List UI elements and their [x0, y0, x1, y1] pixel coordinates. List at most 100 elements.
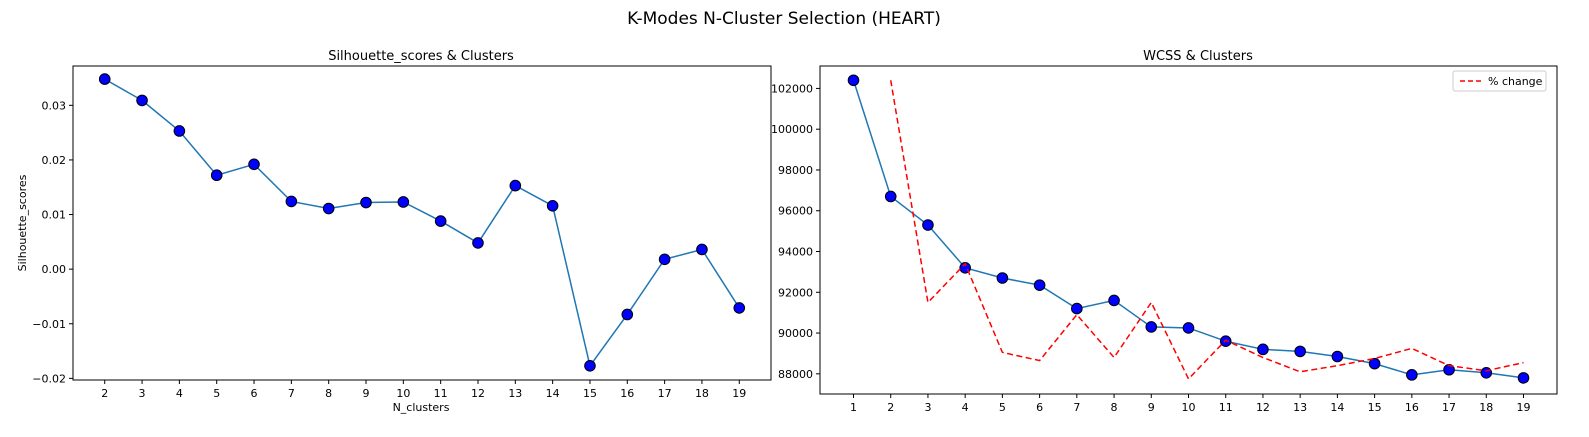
- wcss-data-point: [1480, 366, 1493, 379]
- wcss-data-point: [1517, 372, 1530, 384]
- silhouette-data-point: [434, 215, 447, 227]
- wcss-data-point: [1443, 363, 1455, 376]
- wcss-x-tick-label: 12: [1256, 401, 1270, 414]
- wcss-series-line-1: [889, 80, 1524, 381]
- silhouette-data-point: [658, 253, 671, 266]
- silhouette-x-tick-label: 7: [288, 387, 295, 400]
- silhouette-x-tick-label: 12: [471, 387, 485, 400]
- wcss-x-tick-label: 4: [962, 401, 969, 414]
- wcss-plot-frame: [819, 65, 1558, 395]
- silhouette-data-point: [360, 196, 372, 209]
- silhouette-x-tick-label: 5: [213, 387, 220, 400]
- wcss-data-point: [1294, 345, 1306, 358]
- silhouette-data-point: [248, 158, 260, 171]
- wcss-x-tick-label: 6: [1036, 401, 1043, 414]
- silhouette-x-tick-label: 17: [658, 387, 672, 400]
- silhouette-data-point: [584, 360, 596, 372]
- legend-box: [1452, 70, 1547, 92]
- silhouette-x-tick-label: 16: [620, 387, 634, 400]
- wcss-x-tick-label: 1: [850, 401, 857, 414]
- wcss-x-tick-label: 11: [1219, 401, 1233, 414]
- silhouette-data-point: [472, 237, 484, 249]
- silhouette-data-point: [546, 199, 559, 212]
- silhouette-x-tick-label: 18: [695, 387, 709, 400]
- figure-suptitle: K-Modes N-Cluster Selection (HEART): [627, 9, 941, 29]
- wcss-chart: WCSS & Clusters 1 2 3 4 5 6 7 8 9 10 11 12 13 14 15 16 1…: [771, 49, 1558, 414]
- silhouette-y-tick-label: 0.02: [42, 154, 67, 167]
- wcss-data-point: [922, 219, 934, 231]
- wcss-data-point: [1368, 357, 1381, 370]
- wcss-y-tick-label: 96000: [778, 205, 813, 218]
- wcss-chart-title: WCSS & Clusters: [1143, 49, 1253, 64]
- silhouette-data-point: [621, 308, 634, 321]
- silhouette-data-point: [733, 302, 746, 314]
- silhouette-x-tick-label: 4: [176, 387, 183, 400]
- wcss-x-tick-label: 2: [887, 401, 894, 414]
- legend: % change: [1452, 70, 1547, 92]
- silhouette-y-tick-label: 0.01: [42, 209, 67, 222]
- silhouette-x-tick-label: 13: [508, 387, 522, 400]
- silhouette-x-tick-label: 2: [101, 387, 108, 400]
- silhouette-y-tick-label: 0.03: [42, 99, 67, 112]
- wcss-data-point: [1257, 343, 1269, 356]
- silhouette-x-tick-label: 15: [583, 387, 597, 400]
- wcss-y-tick-label: 90000: [778, 327, 813, 340]
- wcss-data-point: [1406, 369, 1418, 381]
- silhouette-chart: Silhouette_scores & Clusters N_clusters …: [16, 49, 772, 414]
- silhouette-y-tick-label: −0.02: [32, 372, 66, 385]
- silhouette-data-point: [285, 195, 298, 208]
- silhouette-x-tick-label: 11: [434, 387, 448, 400]
- silhouette-x-tick-label: 9: [363, 387, 370, 400]
- wcss-data-point: [1182, 322, 1195, 334]
- silhouette-data-point: [397, 196, 410, 208]
- silhouette-x-tick-label: 3: [139, 387, 146, 400]
- wcss-y-tick-label: 98000: [778, 164, 813, 177]
- silhouette-y-axis-label: Silhouette_scores: [16, 174, 29, 271]
- wcss-x-tick-label: 8: [1111, 401, 1118, 414]
- silhouette-data-point: [696, 243, 708, 256]
- silhouette-data-point: [98, 73, 111, 85]
- silhouette-x-axis-label: N_clusters: [393, 401, 450, 414]
- wcss-data-point: [1108, 294, 1120, 307]
- wcss-data-point: [1033, 279, 1046, 291]
- silhouette-x-tick-label: 10: [396, 387, 410, 400]
- wcss-data-point: [1071, 302, 1083, 315]
- wcss-x-tick-label: 9: [1148, 401, 1155, 414]
- wcss-data-point: [847, 74, 860, 87]
- wcss-y-tick-label: 102000: [771, 82, 813, 95]
- silhouette-data-point: [173, 125, 186, 137]
- silhouette-data-point: [210, 169, 223, 182]
- wcss-data-point: [1331, 350, 1344, 363]
- wcss-y-tick-label: 94000: [778, 246, 813, 259]
- legend-label-pct-change: % change: [1488, 75, 1543, 88]
- wcss-x-tick-label: 3: [924, 401, 931, 414]
- silhouette-data-point: [322, 202, 335, 215]
- wcss-x-tick-label: 13: [1293, 401, 1307, 414]
- silhouette-chart-title: Silhouette_scores & Clusters: [328, 49, 514, 64]
- wcss-x-tick-label: 15: [1368, 401, 1382, 414]
- wcss-data-point: [884, 190, 897, 203]
- silhouette-y-tick-label: 0.00: [42, 263, 67, 276]
- wcss-data-point: [996, 272, 1009, 284]
- wcss-x-tick-label: 19: [1517, 401, 1531, 414]
- wcss-y-tick-label: 92000: [778, 286, 813, 299]
- wcss-y-tick-label: 88000: [778, 368, 813, 381]
- wcss-x-tick-label: 17: [1442, 401, 1456, 414]
- silhouette-y-tick-label: −0.01: [32, 318, 66, 331]
- silhouette-data-point: [136, 94, 148, 107]
- wcss-y-tick-label: 100000: [771, 123, 813, 136]
- silhouette-data-point: [509, 179, 522, 192]
- silhouette-plot-frame: [72, 65, 772, 381]
- wcss-x-tick-label: 14: [1330, 401, 1344, 414]
- silhouette-x-tick-label: 6: [251, 387, 258, 400]
- wcss-x-tick-label: 5: [999, 401, 1006, 414]
- wcss-data-point: [1145, 321, 1158, 333]
- silhouette-x-tick-label: 8: [325, 387, 332, 400]
- silhouette-series-line-0: [104, 78, 740, 368]
- wcss-x-tick-label: 16: [1405, 401, 1419, 414]
- wcss-x-tick-label: 7: [1073, 401, 1080, 414]
- silhouette-x-tick-label: 19: [732, 387, 746, 400]
- silhouette-x-tick-label: 14: [546, 387, 560, 400]
- wcss-x-tick-label: 10: [1182, 401, 1196, 414]
